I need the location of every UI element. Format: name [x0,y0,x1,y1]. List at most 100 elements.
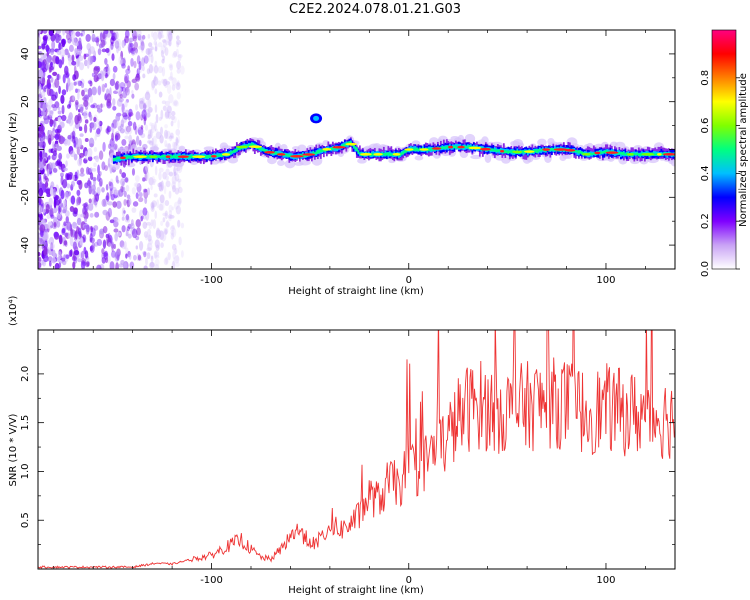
noise-speckle [56,128,61,133]
ridge-band-segment [495,149,498,152]
spectrogram-ridge [109,113,675,171]
noise-speckle [140,46,144,53]
noise-speckle [108,45,114,51]
ridge-band-segment [442,146,445,149]
noise-speckle [59,48,66,58]
ridge-halo-speck [284,159,296,169]
noise-speckle [159,229,163,236]
ridge-band-segment [204,155,207,158]
noise-speckle [159,200,165,211]
noise-speckle [138,60,142,71]
noise-speckle [84,137,89,143]
noise-speckle [48,249,52,256]
noise-speckle [142,104,147,109]
noise-speckle [175,138,179,145]
noise-speckle [98,181,103,188]
noise-speckle [147,234,152,242]
noise-speckle [72,74,77,81]
noise-speckle [68,59,73,67]
noise-speckle [102,30,108,38]
noise-speckle [175,167,181,172]
noise-speckle [137,124,142,131]
ridge-hot-spot [322,148,332,151]
noise-speckle [157,42,163,48]
ridge-hot-spot [457,145,465,149]
ridge-band-segment [466,146,469,149]
noise-speckle [91,72,96,77]
noise-speckle [78,37,82,45]
ridge-band-segment [234,148,237,153]
ridge-band-segment [171,155,174,158]
ridge-halo-speck [297,144,307,153]
noise-speckle [160,242,164,249]
noise-speckle [162,212,168,217]
noise-speckle [57,205,61,215]
noise-speckle [88,185,92,195]
colorbar-bar [711,29,737,270]
noise-speckle [51,104,56,108]
ridge-hot-spot [192,155,206,158]
ridge-hot-spot [553,148,568,151]
noise-speckle [160,220,164,227]
noise-speckle [143,251,147,258]
noise-speckle [121,103,125,114]
noise-speckle [140,41,145,51]
noise-speckle [74,171,78,178]
y-tick-label: 1.0 [20,463,31,479]
noise-speckle [177,119,180,130]
noise-speckle [41,90,46,98]
noise-speckle [93,241,99,247]
ridge-band-segment [382,153,385,157]
ridge-band-segment [318,149,321,153]
ridge-hot-spot [431,147,442,150]
noise-speckle [53,119,56,128]
ridge-hot-spot [235,145,249,149]
noise-speckle [164,200,170,206]
noise-speckle [99,32,103,42]
noise-speckle [78,55,84,62]
noise-speckle [101,161,106,171]
ridge-band-segment [216,154,219,157]
noise-speckle [123,82,127,87]
ridge-band-segment [357,150,360,154]
noise-speckle [63,191,70,200]
noise-speckle [154,239,160,249]
ridge-band-segment [490,148,493,152]
noise-speckle [78,126,83,132]
noise-speckle [141,215,144,220]
ridge-band-segment [550,148,553,151]
noise-speckle [77,158,83,167]
noise-speckle [150,255,154,260]
noise-speckle [162,55,166,61]
snr-line-layer [38,330,675,569]
noise-speckle [166,33,170,44]
noise-speckle [49,119,54,125]
noise-speckle [122,91,128,99]
noise-speckle [41,202,45,209]
noise-speckle [150,205,155,213]
noise-speckle [175,254,180,262]
noise-speckle [67,77,71,87]
snr-x-axis-label: Height of straight line (km) [288,585,424,596]
noise-speckle [55,160,60,167]
noise-speckle [88,198,92,204]
noise-speckle [109,261,115,269]
ridge-halo-speck [173,160,185,168]
noise-speckle [175,82,181,91]
ridge-band-segment [160,155,163,158]
ridge-band-segment [246,144,249,147]
noise-speckle [134,75,140,81]
noise-speckle [38,101,41,109]
noise-speckle [111,32,115,37]
snr-panel: -100 0 100 0.5 1.0 1.5 2.0 Height of straight … [8,295,676,596]
noise-speckle [42,141,46,149]
noise-speckle [164,139,168,148]
noise-speckle [168,93,174,104]
noise-speckle [150,54,154,64]
noise-speckle [134,82,140,91]
noise-speckle [59,121,65,129]
noise-speckle [152,31,159,41]
noise-speckle [147,243,150,250]
noise-speckle [148,64,153,74]
noise-speckle [140,39,145,47]
